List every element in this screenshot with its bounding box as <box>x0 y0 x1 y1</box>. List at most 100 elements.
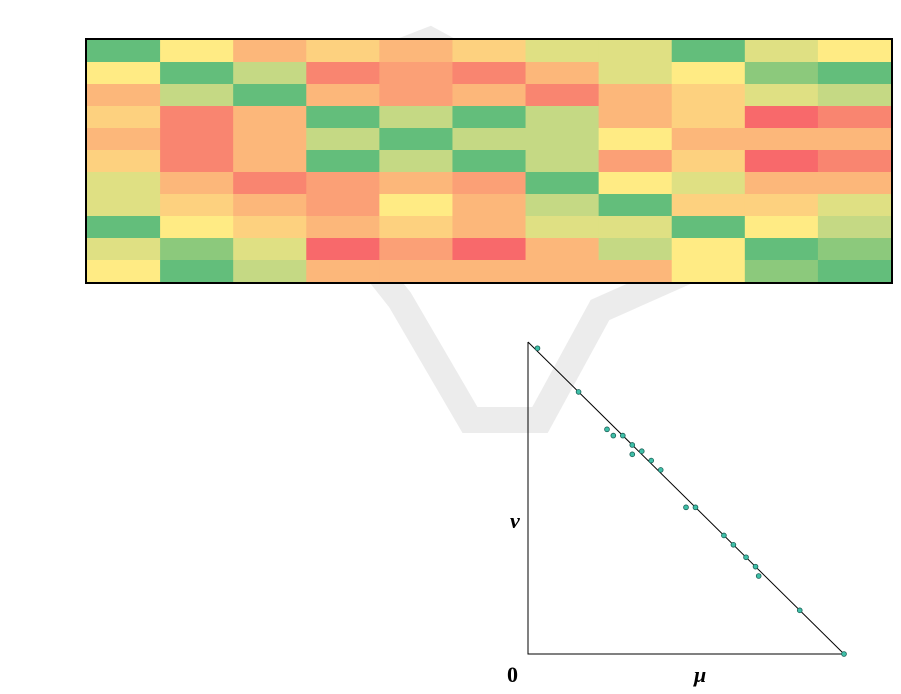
heatmap-cell-r11-c3 <box>233 260 307 282</box>
scatter-point-15 <box>743 554 749 561</box>
scatter-point-9 <box>648 457 655 464</box>
heatmap-cell-r5-c5 <box>379 128 453 151</box>
heatmap-cell-r10-c5 <box>379 238 453 261</box>
heatmap-cell-r5-c9 <box>671 128 746 151</box>
heatmap-cell-r5-c10 <box>744 128 819 151</box>
y-axis-label: ν <box>510 508 520 533</box>
heatmap-cell-r3-c1 <box>87 84 161 107</box>
scatter-point-4 <box>610 432 617 439</box>
heatmap-cell-r6-c11 <box>817 150 891 173</box>
heatmap-cell-r4-c11 <box>817 106 891 129</box>
heatmap-cell-r8-c3 <box>233 194 307 217</box>
heatmap-cell-r3-c6 <box>452 84 527 107</box>
heatmap-cell-r2-c6 <box>452 62 527 85</box>
heatmap-cell-r10-c9 <box>671 238 746 261</box>
heatmap-cell-r9-c3 <box>233 216 307 239</box>
heatmap-cell-r7-c1 <box>87 172 161 195</box>
heatmap-cell-r7-c9 <box>671 172 746 195</box>
heatmap-cell-r3-c10 <box>744 84 819 107</box>
heatmap-cell-r5-c3 <box>233 128 307 151</box>
heatmap-cell-r9-c5 <box>379 216 453 239</box>
heatmap-cell-r4-c7 <box>525 106 600 129</box>
heatmap-cell-r6-c8 <box>598 150 673 173</box>
heatmap-cell-r11-c8 <box>598 260 673 282</box>
heatmap-cell-r4-c1 <box>87 106 161 129</box>
heatmap-cell-r9-c1 <box>87 216 161 239</box>
heatmap-cell-r4-c10 <box>744 106 819 129</box>
heatmap-cell-r9-c11 <box>817 216 891 239</box>
heatmap-cell-r10-c6 <box>452 238 527 261</box>
heatmap-cell-r5-c11 <box>817 128 891 151</box>
heatmap-cell-r10-c7 <box>525 238 600 261</box>
heatmap-cell-r1-c10 <box>744 40 819 63</box>
heatmap-cell-r5-c8 <box>598 128 673 151</box>
heatmap-cell-r2-c11 <box>817 62 891 85</box>
heatmap-cell-r5-c1 <box>87 128 161 151</box>
scatter-point-18 <box>796 607 803 614</box>
heatmap-cell-r10-c8 <box>598 238 673 261</box>
heatmap-cell-r10-c4 <box>306 238 380 261</box>
heatmap-cell-r7-c5 <box>379 172 453 195</box>
heatmap-cell-r4-c4 <box>306 106 380 129</box>
heatmap-cell-r3-c7 <box>525 84 600 107</box>
heatmap-cell-r11-c9 <box>671 260 746 282</box>
x-axis-label: μ <box>694 662 707 687</box>
scatter-point-1 <box>534 345 541 352</box>
heatmap-cell-r11-c7 <box>525 260 600 282</box>
heatmap-cell-r10-c11 <box>817 238 891 261</box>
heatmap-cell-r2-c8 <box>598 62 673 85</box>
heatmap-cell-r9-c9 <box>671 216 746 239</box>
heatmap-cell-r2-c10 <box>744 62 819 85</box>
heatmap-cell-r2-c1 <box>87 62 161 85</box>
heatmap-cell-r7-c7 <box>525 172 600 195</box>
heatmap-cell-r11-c5 <box>379 260 453 282</box>
heatmap-cell-r8-c5 <box>379 194 453 217</box>
heatmap-cell-r7-c4 <box>306 172 380 195</box>
heatmap-cell-r8-c4 <box>306 194 380 217</box>
heatmap-cell-r3-c11 <box>817 84 891 107</box>
heatmap-cell-r9-c4 <box>306 216 380 239</box>
heatmap-cell-r3-c9 <box>671 84 746 107</box>
heatmap-cell-r9-c10 <box>744 216 819 239</box>
scatter-point-16 <box>752 563 759 570</box>
heatmap-chart <box>85 38 893 284</box>
heatmap-cell-r1-c9 <box>671 40 746 63</box>
heatmap-cell-r6-c7 <box>525 150 600 173</box>
heatmap-cell-r4-c3 <box>233 106 307 129</box>
heatmap-cell-r10-c2 <box>160 238 234 261</box>
heatmap-cell-r6-c1 <box>87 150 161 173</box>
heatmap-cell-r10-c10 <box>744 238 819 261</box>
heatmap-cell-r1-c4 <box>306 40 380 63</box>
heatmap-cell-r2-c2 <box>160 62 234 85</box>
scatter-point-10 <box>657 467 664 473</box>
heatmap-cell-r6-c5 <box>379 150 453 173</box>
heatmap-cell-r1-c2 <box>160 40 234 63</box>
scatter-point-7 <box>629 451 636 458</box>
heatmap-cell-r1-c11 <box>817 40 891 63</box>
scatter-point-13 <box>721 532 727 539</box>
heatmap-cell-r5-c4 <box>306 128 380 151</box>
heatmap-cell-r9-c6 <box>452 216 527 239</box>
heatmap-cell-r7-c6 <box>452 172 527 195</box>
heatmap-cell-r7-c3 <box>233 172 307 195</box>
heatmap-cell-r9-c8 <box>598 216 673 239</box>
heatmap-cell-r4-c5 <box>379 106 453 129</box>
heatmap-cell-r8-c10 <box>744 194 819 217</box>
heatmap-cell-r11-c6 <box>452 260 527 282</box>
heatmap-cell-r2-c9 <box>671 62 746 85</box>
heatmap-cell-r2-c3 <box>233 62 307 85</box>
heatmap-cell-r3-c8 <box>598 84 673 107</box>
heatmap-cell-r3-c5 <box>379 84 453 107</box>
heatmap-cell-r4-c2 <box>160 106 234 129</box>
heatmap-cell-r9-c2 <box>160 216 234 239</box>
heatmap-cell-r7-c11 <box>817 172 891 195</box>
heatmap-cell-r2-c4 <box>306 62 380 85</box>
heatmap-cell-r3-c2 <box>160 84 234 107</box>
heatmap-cell-r3-c3 <box>233 84 307 107</box>
heatmap-cell-r6-c2 <box>160 150 234 173</box>
heatmap-cell-r1-c5 <box>379 40 453 63</box>
scatter-point-19 <box>841 651 847 657</box>
heatmap-cell-r11-c10 <box>744 260 819 282</box>
heatmap-cell-r5-c7 <box>525 128 600 151</box>
heatmap-cell-r1-c1 <box>87 40 161 63</box>
